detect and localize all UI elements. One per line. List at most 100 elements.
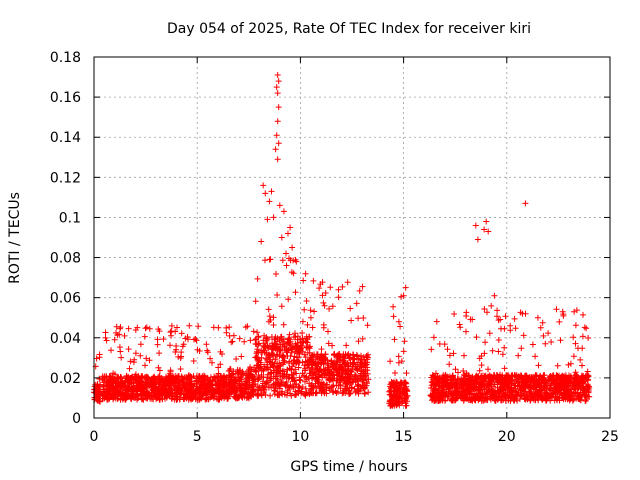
data-point	[570, 353, 577, 360]
data-point	[311, 351, 318, 358]
data-point	[442, 392, 449, 399]
x-tick-label: 5	[193, 429, 202, 445]
data-point	[226, 324, 233, 331]
data-point	[275, 104, 282, 111]
y-tick-label: 0.12	[50, 170, 81, 186]
data-point	[484, 309, 490, 316]
data-point	[443, 388, 450, 395]
data-point	[108, 375, 115, 382]
data-point	[242, 324, 249, 331]
data-point	[344, 379, 351, 386]
axis-ticks	[93, 56, 611, 419]
data-point	[252, 298, 259, 305]
data-point	[200, 381, 207, 387]
data-point	[233, 378, 240, 385]
data-point	[364, 322, 371, 329]
data-point	[167, 374, 174, 381]
x-tick-label: 15	[395, 429, 413, 445]
data-point	[446, 386, 453, 392]
data-point	[190, 373, 197, 379]
data-point	[564, 378, 571, 385]
data-point	[389, 380, 396, 387]
data-point	[217, 361, 224, 368]
data-point	[113, 323, 120, 330]
data-point	[343, 342, 350, 349]
data-point	[296, 374, 303, 381]
data-point	[160, 336, 167, 343]
data-point	[517, 309, 524, 316]
data-point	[91, 396, 98, 403]
data-point	[429, 391, 436, 398]
data-point	[131, 392, 138, 399]
data-point	[181, 390, 188, 397]
data-point	[192, 389, 199, 396]
data-point	[227, 366, 234, 373]
x-tick-labels: 0 5 10 15 20 25	[90, 429, 619, 445]
data-point	[486, 387, 493, 394]
data-point	[355, 315, 362, 322]
data-point	[93, 355, 100, 362]
data-point	[180, 395, 187, 402]
data-point	[138, 374, 145, 381]
data-point	[160, 381, 167, 388]
data-point	[292, 392, 299, 398]
data-point	[264, 342, 271, 349]
data-point	[333, 377, 340, 384]
data-point	[91, 389, 98, 396]
data-point	[291, 377, 298, 384]
data-point	[364, 356, 371, 363]
data-point	[303, 344, 310, 351]
data-point	[142, 392, 149, 399]
data-point	[265, 306, 272, 313]
data-point	[261, 388, 267, 394]
data-point	[515, 373, 522, 380]
data-point	[547, 393, 554, 399]
data-point	[565, 387, 572, 394]
data-point	[472, 222, 479, 229]
data-point	[108, 347, 114, 354]
data-point	[229, 338, 236, 345]
data-point	[279, 257, 286, 264]
data-point	[282, 383, 289, 390]
data-point	[256, 365, 263, 372]
data-point	[473, 334, 480, 341]
data-point	[285, 230, 291, 237]
data-point	[141, 333, 148, 340]
data-point	[260, 347, 267, 354]
data-point	[198, 375, 205, 382]
data-point	[387, 358, 394, 365]
data-point	[317, 281, 324, 288]
data-point	[520, 332, 527, 339]
data-point	[298, 389, 305, 395]
data-point	[254, 329, 261, 336]
data-point	[308, 389, 315, 396]
data-point	[319, 292, 326, 299]
data-point	[345, 351, 352, 358]
data-point	[353, 366, 360, 373]
data-point	[207, 355, 214, 362]
data-point	[535, 391, 542, 398]
data-point	[552, 394, 559, 401]
data-point	[143, 383, 150, 390]
data-point	[302, 367, 309, 373]
y-tick-label: 0	[72, 411, 81, 427]
data-point	[468, 378, 475, 385]
data-point	[284, 353, 291, 359]
data-point	[464, 386, 471, 393]
data-point	[274, 118, 281, 125]
data-point	[290, 361, 297, 367]
x-tick-label: 20	[498, 429, 516, 445]
data-point	[273, 383, 279, 390]
data-point	[347, 378, 354, 385]
data-point	[321, 302, 328, 309]
data-point	[497, 384, 504, 391]
data-point	[186, 382, 193, 389]
data-point	[307, 314, 314, 321]
data-point	[395, 353, 402, 360]
data-point	[542, 394, 549, 401]
data-point	[336, 367, 342, 374]
data-point	[326, 305, 333, 312]
data-point	[195, 323, 202, 330]
data-point	[274, 72, 281, 78]
data-point	[302, 270, 309, 277]
